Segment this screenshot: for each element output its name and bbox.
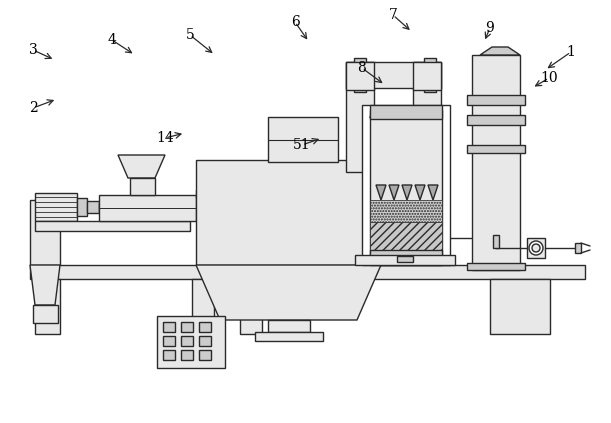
Bar — [424, 58, 436, 92]
Bar — [413, 62, 441, 90]
Text: 8: 8 — [357, 61, 367, 75]
Bar — [181, 336, 193, 346]
Bar — [240, 279, 262, 334]
Bar — [157, 316, 225, 368]
Bar — [467, 263, 525, 270]
Text: 3: 3 — [29, 43, 37, 57]
Polygon shape — [480, 47, 520, 55]
Bar — [35, 279, 60, 334]
Bar — [130, 178, 155, 195]
Bar — [181, 350, 193, 360]
Polygon shape — [415, 185, 425, 200]
Bar — [77, 198, 87, 216]
Bar — [199, 322, 211, 332]
Text: 9: 9 — [486, 21, 494, 35]
Text: 14: 14 — [156, 131, 174, 145]
Bar — [199, 350, 211, 360]
Bar — [346, 62, 374, 90]
Bar — [354, 58, 366, 92]
Polygon shape — [428, 185, 438, 200]
Bar — [493, 235, 499, 248]
Bar — [181, 322, 193, 332]
Text: 51: 51 — [293, 138, 311, 152]
Bar — [370, 105, 442, 119]
Bar — [99, 195, 196, 221]
Bar — [370, 200, 442, 222]
Circle shape — [529, 241, 543, 255]
Polygon shape — [402, 185, 412, 200]
Bar — [575, 243, 581, 253]
Circle shape — [532, 244, 540, 252]
Bar — [199, 336, 211, 346]
Polygon shape — [389, 185, 399, 200]
Bar — [355, 255, 455, 265]
Text: 6: 6 — [291, 15, 299, 29]
Bar — [527, 238, 545, 258]
Polygon shape — [30, 265, 60, 305]
Polygon shape — [118, 155, 165, 178]
Bar — [346, 62, 374, 172]
Text: 7: 7 — [389, 8, 397, 22]
Bar — [30, 265, 585, 279]
Bar — [30, 200, 60, 265]
Bar — [413, 62, 441, 117]
Bar — [196, 160, 381, 265]
Text: 5: 5 — [186, 28, 194, 42]
Bar — [397, 256, 413, 262]
Bar — [99, 203, 105, 211]
Bar — [370, 250, 442, 265]
Bar — [236, 190, 266, 198]
Text: 10: 10 — [540, 71, 558, 85]
Bar — [268, 117, 338, 162]
Bar — [472, 55, 520, 270]
Text: 1: 1 — [566, 45, 576, 59]
Polygon shape — [376, 185, 386, 200]
Bar — [467, 115, 525, 125]
Bar — [196, 190, 226, 198]
Polygon shape — [196, 265, 381, 320]
Bar — [163, 350, 175, 360]
Bar — [268, 320, 310, 332]
Bar — [163, 336, 175, 346]
Bar — [370, 222, 442, 250]
Bar — [33, 305, 58, 323]
Bar — [35, 221, 190, 231]
Bar — [255, 332, 323, 341]
Bar — [370, 110, 442, 255]
Bar — [87, 201, 99, 213]
Bar — [467, 95, 525, 105]
Bar — [346, 62, 441, 88]
Bar — [490, 279, 550, 334]
Bar — [467, 145, 525, 153]
Bar — [163, 322, 175, 332]
Bar — [192, 279, 214, 334]
Bar — [362, 105, 450, 265]
Text: 2: 2 — [29, 101, 37, 115]
Text: 4: 4 — [108, 33, 117, 47]
Bar — [35, 193, 77, 221]
